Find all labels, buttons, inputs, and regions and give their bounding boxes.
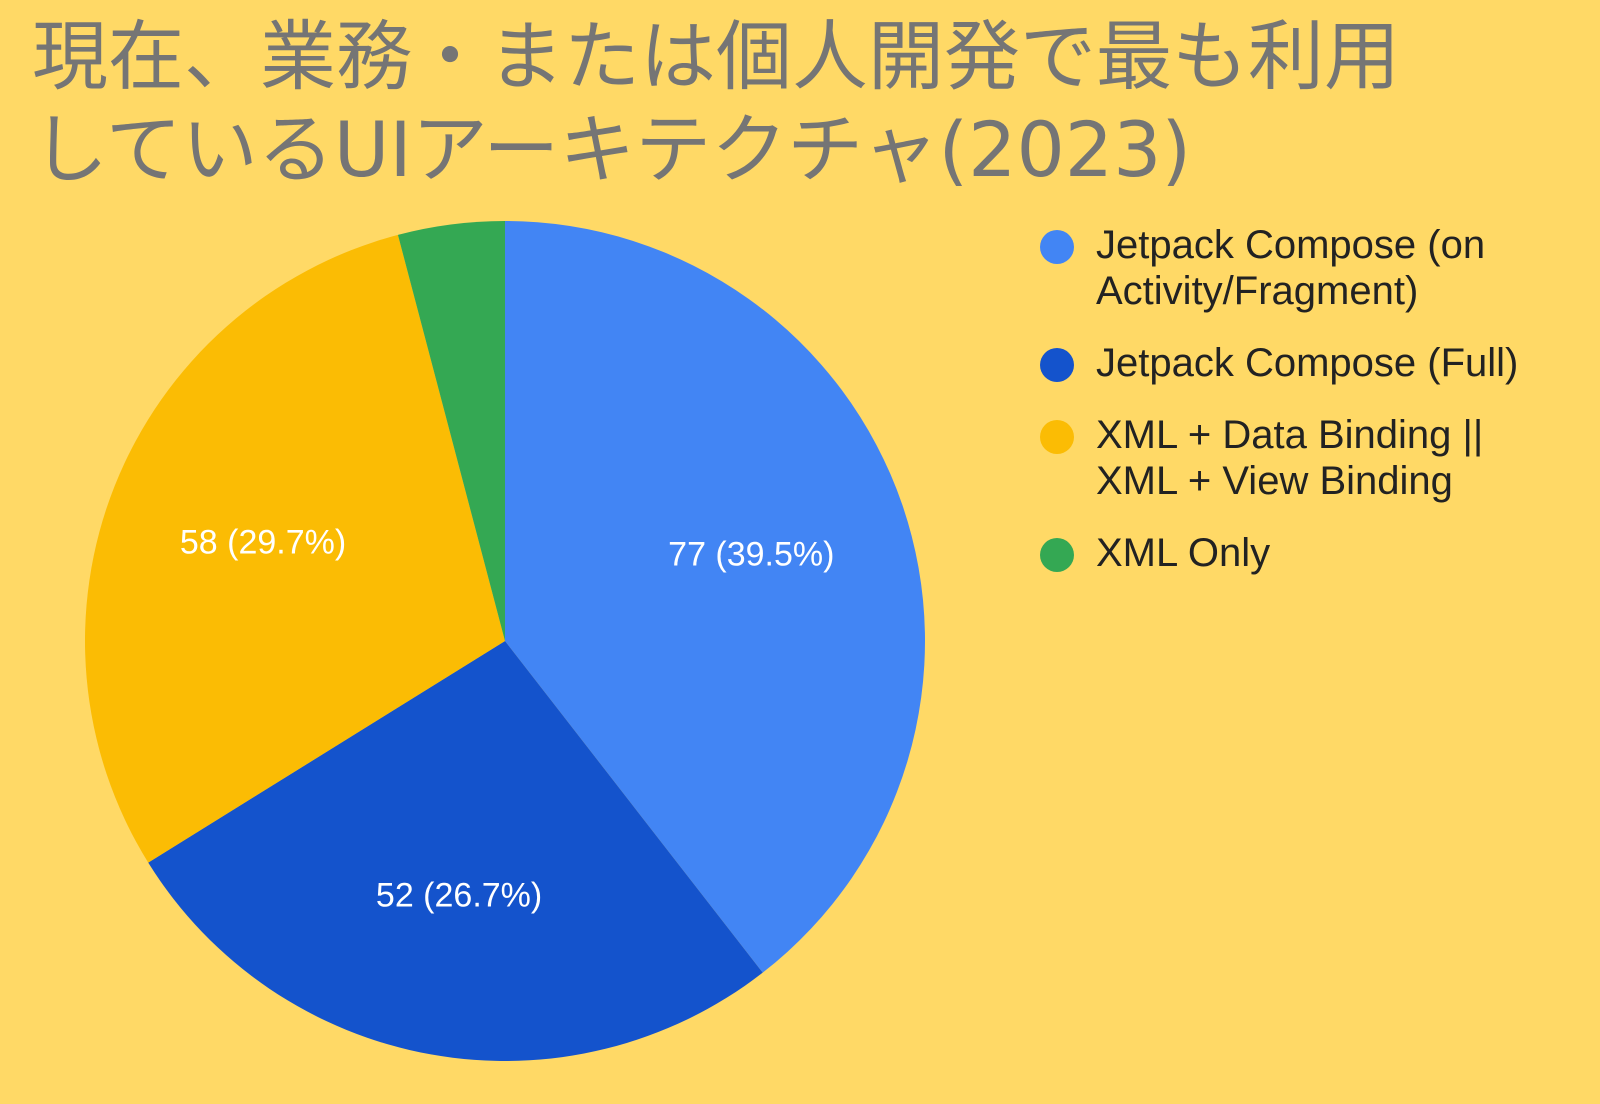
legend-label-line: Activity/Fragment): [1096, 269, 1419, 313]
legend-label-0: Jetpack Compose (on Activity/Fragment): [1096, 222, 1485, 314]
legend: Jetpack Compose (on Activity/Fragment) Jet…: [1040, 222, 1600, 602]
legend-label-line: Jetpack Compose (on: [1096, 223, 1486, 267]
legend-swatch-2: [1040, 420, 1074, 454]
legend-item-3: XML Only: [1040, 530, 1600, 576]
chart-title-line-2: しているUIアーキテクチャ(2023): [32, 105, 1192, 194]
chart-title: 現在、業務・または個人開発で最も利用 しているUIアーキテクチャ(2023): [32, 10, 1572, 196]
legend-swatch-3: [1040, 538, 1074, 572]
legend-item-1: Jetpack Compose (Full): [1040, 340, 1600, 386]
legend-item-0: Jetpack Compose (on Activity/Fragment): [1040, 222, 1600, 314]
pie-slice-2: [84, 234, 505, 863]
legend-label-line: XML + View Binding: [1096, 459, 1453, 503]
pie-slice-1: [148, 641, 763, 1061]
legend-label-line: XML + Data Binding ||: [1096, 413, 1484, 457]
pie-slice-label-2: 58 (29.7%): [180, 524, 346, 562]
legend-label-line: Jetpack Compose (Full): [1096, 341, 1519, 385]
pie-slice-label-1: 52 (26.7%): [376, 876, 542, 914]
legend-swatch-1: [1040, 348, 1074, 382]
legend-label-3: XML Only: [1096, 530, 1270, 576]
legend-swatch-0: [1040, 230, 1074, 264]
pie-slice-3: [397, 221, 505, 641]
legend-label-2: XML + Data Binding || XML + View Binding: [1096, 412, 1483, 504]
legend-label-line: XML Only: [1096, 531, 1271, 575]
legend-label-1: Jetpack Compose (Full): [1096, 340, 1518, 386]
pie-slice-label-0: 77 (39.5%): [668, 536, 834, 574]
chart-title-line-1: 現在、業務・または個人開発で最も利用: [32, 12, 1400, 101]
legend-item-2: XML + Data Binding || XML + View Binding: [1040, 412, 1600, 504]
pie-slice-0: [505, 221, 926, 973]
